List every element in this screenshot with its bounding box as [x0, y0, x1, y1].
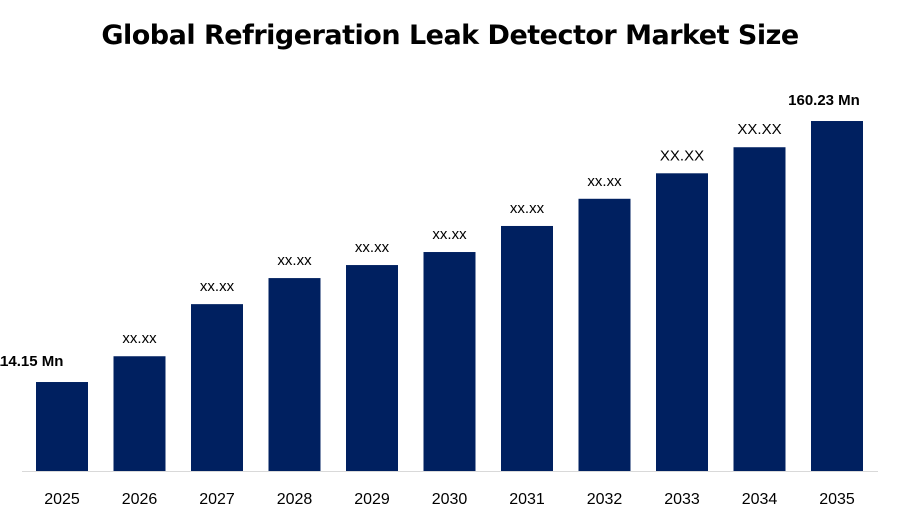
data-label: xx.xx — [277, 252, 312, 269]
data-label: xx.xx — [587, 173, 622, 190]
bar-2029 — [346, 265, 398, 471]
data-label: xx.xx — [510, 200, 545, 217]
x-tick-label: 2034 — [742, 491, 778, 508]
data-label: xx.xx — [122, 330, 157, 347]
chart-title: Global Refrigeration Leak Detector Marke… — [101, 20, 799, 51]
bar-2031 — [501, 225, 553, 471]
x-tick-label: 2030 — [432, 491, 468, 508]
bar-2025 — [36, 382, 88, 471]
data-label: xx.xx — [200, 278, 235, 295]
x-tick-label: 2029 — [354, 491, 390, 508]
x-tick-label: 2032 — [587, 491, 623, 508]
x-tick-label: 2035 — [819, 491, 855, 508]
bar-2027 — [191, 304, 243, 471]
bar-2026 — [113, 356, 166, 471]
x-tick-label: 2031 — [509, 491, 545, 508]
data-label: XX.XX — [737, 121, 781, 138]
bar-2030 — [423, 252, 476, 471]
x-tick-label: 2026 — [122, 491, 158, 508]
bar-2028 — [268, 278, 321, 471]
x-tick-label: 2025 — [44, 491, 80, 508]
x-tick-label: 2028 — [277, 491, 313, 508]
bar-2033 — [656, 173, 708, 472]
bar-2032 — [578, 198, 631, 471]
bar-2034 — [733, 147, 786, 472]
data-label: xx.xx — [432, 226, 467, 243]
x-tick-label: 2027 — [199, 491, 235, 508]
data-label: 114.15 Mn — [0, 353, 63, 370]
data-label: xx.xx — [355, 239, 390, 256]
data-label: XX.XX — [660, 147, 704, 164]
x-tick-label: 2033 — [664, 491, 700, 508]
bar-2035 — [811, 121, 863, 471]
data-label: 160.23 Mn — [788, 92, 860, 109]
